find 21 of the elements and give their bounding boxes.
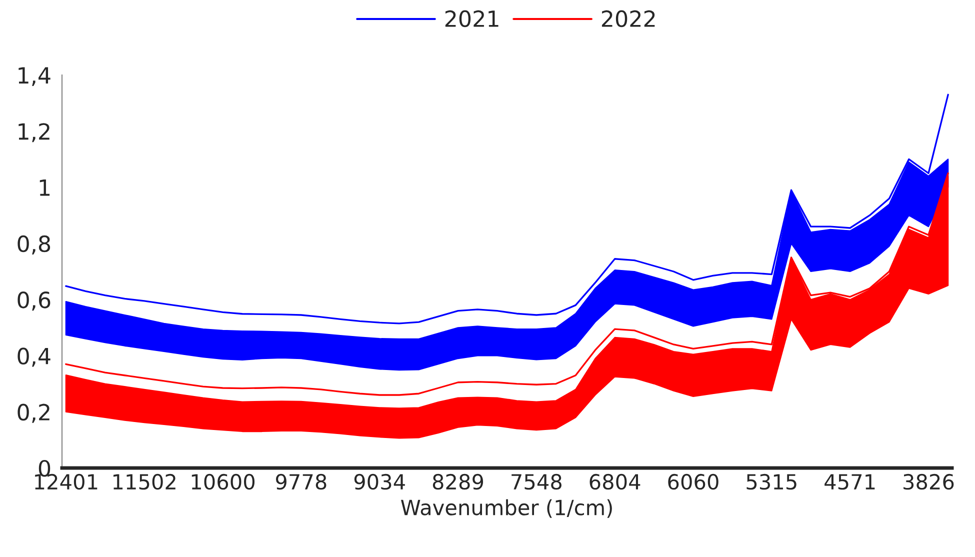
x-tick-label: 9778	[276, 474, 326, 490]
y-tick-label: 1	[40, 180, 50, 196]
y-tick-label: 0,8	[18, 235, 50, 254]
x-tick-label: 5315	[746, 474, 796, 490]
x-axis-title: Wavenumber (1/cm)	[400, 499, 612, 518]
x-tick-label: 10600	[192, 474, 254, 490]
x-tick-label: 11502	[113, 474, 176, 490]
x-tick-label: 3826	[904, 474, 954, 490]
x-tick-label: 6060	[668, 474, 718, 490]
y-tick-label: 1,4	[18, 67, 50, 86]
legend-label: 2022	[602, 10, 655, 28]
x-tick-label: 4571	[824, 474, 875, 490]
y-tick-label: 1,2	[18, 123, 50, 142]
x-tick-label: 6804	[590, 474, 640, 490]
y-tick-label: 0,4	[18, 348, 50, 367]
x-tick-label: 8289	[432, 474, 484, 490]
y-tick-label: 0,6	[18, 292, 50, 311]
y-tick-label: 0,2	[18, 404, 50, 423]
x-tick-label: 9034	[354, 474, 405, 490]
x-tick-label: 7548	[512, 474, 562, 490]
legend-label: 2021	[445, 10, 498, 28]
